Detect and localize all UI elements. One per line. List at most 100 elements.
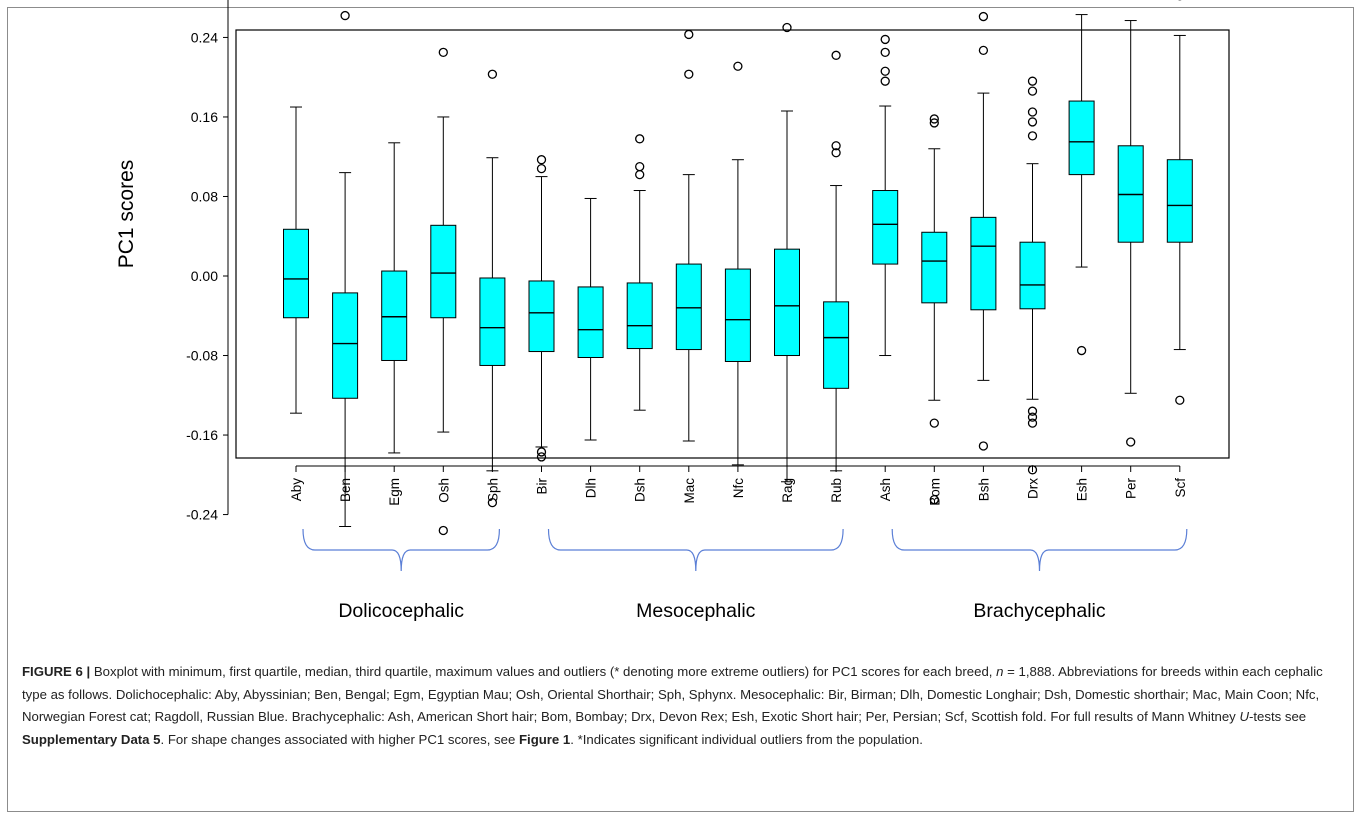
y-tick-label: 0.16 [191, 109, 218, 125]
outlier-point [487, 497, 498, 508]
x-tick-label: Aby [289, 478, 304, 502]
x-tick-label: Per [1124, 478, 1139, 500]
outlier-point [536, 163, 547, 174]
box-sph: ** [479, 69, 506, 508]
u-symbol: U [1239, 709, 1249, 724]
y-tick-label: 0.00 [191, 268, 218, 284]
outlier-point [978, 45, 989, 56]
box-esh [1068, 14, 1095, 356]
box-bom [921, 114, 948, 505]
iqr-box [528, 280, 555, 353]
iqr-box [332, 292, 359, 399]
outlier-point [831, 50, 841, 60]
caption-text-3: -tests see [1248, 709, 1307, 724]
outlier-point [635, 162, 645, 172]
iqr-box [430, 224, 457, 319]
x-tick-label: Dsh [633, 478, 648, 502]
caption-text-1: Boxplot with minimum, first quartile, me… [90, 664, 997, 679]
outlier-point [1027, 76, 1038, 86]
group-label: Dolicocephalic [338, 600, 464, 622]
outlier-point [978, 11, 989, 22]
iqr-box [577, 286, 604, 359]
cephalic-groups: Dolicocephalic Mesocephalic Brachycephalic [302, 528, 1188, 622]
outlier-point [1027, 418, 1038, 428]
group-label: Brachycephalic [973, 600, 1105, 622]
x-tick-label: Rag [780, 478, 795, 503]
outlier-point [635, 169, 645, 180]
outlier-point [684, 29, 694, 40]
outlier-point [340, 10, 350, 21]
outlier-point [1076, 345, 1087, 356]
y-tick-label: 0.08 [191, 188, 218, 204]
group-label: Mesocephalic [636, 600, 755, 622]
iqr-box [1068, 100, 1095, 176]
outlier-point [684, 69, 694, 79]
figure-frame [7, 7, 1354, 812]
outlier-point [438, 525, 448, 536]
outlier-point [929, 118, 939, 128]
outlier-point [1027, 406, 1038, 416]
outlier-point [438, 47, 448, 57]
outlier-point [880, 76, 890, 86]
supplementary-data-link[interactable]: Supplementary Data 5 [22, 731, 161, 747]
figure-caption: FIGURE 6 | Boxplot with minimum, first q… [22, 661, 1340, 751]
group-brace [302, 528, 500, 572]
x-tick-label: Drx [1026, 478, 1041, 499]
boxplot-chart: 0.320.240.160.080.00-0.08-0.16-0.24 PC1 … [115, 0, 1230, 622]
outlier-point [635, 134, 645, 144]
outlier-point [1027, 86, 1038, 96]
y-tick-label: -0.24 [186, 507, 218, 523]
x-tick-label: Nfc [731, 478, 746, 499]
box-nfc [724, 61, 751, 466]
caption-text-5: . *Indicates significant individual outl… [570, 731, 923, 747]
outlier-point [831, 141, 841, 151]
iqr-box [479, 277, 506, 366]
box-drx [1019, 76, 1046, 475]
iqr-box [774, 248, 800, 357]
box-rag [774, 22, 800, 483]
y-tick-label: -0.16 [186, 427, 218, 443]
x-tick-label: Rub [829, 478, 844, 503]
group-brace [547, 528, 844, 572]
outlier-point [536, 452, 547, 462]
box-osh [430, 47, 457, 536]
box-dsh [626, 134, 653, 411]
y-tick-label: 0.24 [191, 29, 218, 45]
iqr-box [626, 282, 653, 350]
box-mac [675, 29, 702, 442]
outlier-point [733, 61, 743, 71]
x-tick-label: Ash [878, 478, 893, 501]
outlier-point [929, 494, 939, 505]
box-bsh [970, 11, 997, 451]
iqr-box [283, 228, 309, 319]
x-tick-label: Egm [387, 478, 402, 506]
outlier-point [1027, 131, 1038, 141]
box-series: *** [283, 0, 1193, 536]
iqr-box [1166, 159, 1193, 243]
outlier-point [1027, 117, 1038, 127]
x-tick-label: Ben [338, 478, 353, 502]
outlier-point [536, 155, 547, 165]
caption-text-2: = 1,888. Abbreviations for breeds within… [22, 664, 1323, 724]
iqr-box [970, 216, 997, 311]
x-tick-label: Bom [927, 478, 942, 506]
group-brace [891, 528, 1188, 572]
n-symbol: n [996, 664, 1004, 679]
x-tick-label: Bir [535, 477, 550, 494]
x-axis: Aby Ben Egm Osh Sph Bir Dlh Dsh Mac Nfc Rag Rub Ash B… [289, 465, 1188, 506]
box-bir [528, 155, 555, 462]
plot-area [235, 29, 1230, 459]
y-axis: 0.320.240.160.080.00-0.08-0.16-0.24 [186, 0, 229, 523]
x-tick-label: Sph [485, 478, 500, 502]
outlier-point [1126, 437, 1136, 447]
iqr-box [381, 270, 408, 361]
x-tick-label: Esh [1075, 478, 1090, 501]
box-ben [332, 10, 359, 527]
figure-1-link[interactable]: Figure 1 [518, 731, 571, 747]
outlier-point [782, 22, 792, 33]
box-scf [1166, 0, 1193, 405]
box-per [1117, 20, 1144, 447]
outlier-point [831, 148, 841, 158]
outlier-point [536, 447, 547, 457]
outlier-point [880, 34, 890, 45]
